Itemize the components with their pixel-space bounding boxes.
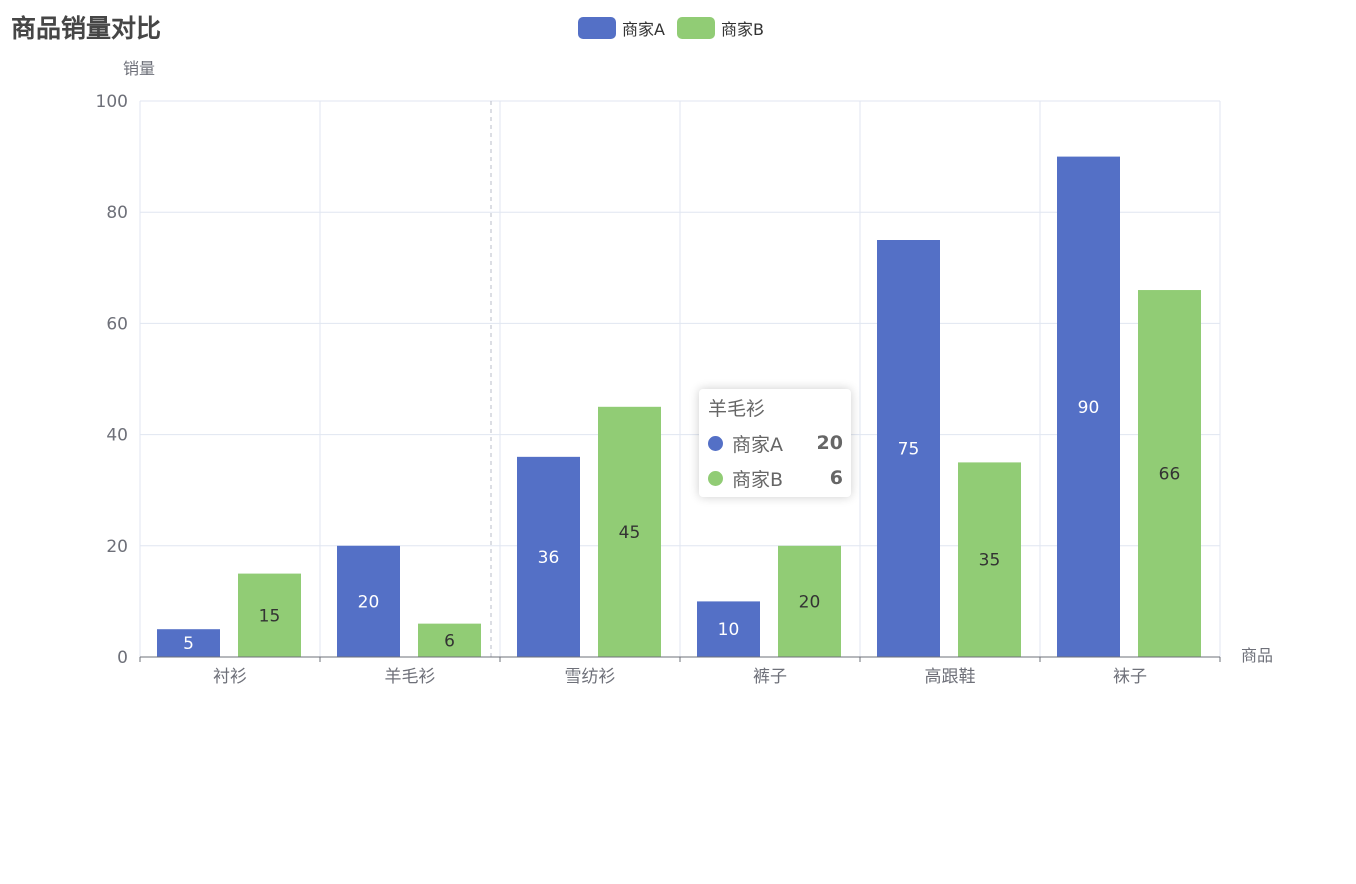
legend-swatch-series-a [578, 17, 616, 39]
bar-series-b [418, 623, 481, 657]
bar-value-label: 66 [1159, 465, 1181, 485]
bar-value-label: 75 [898, 440, 920, 460]
legend-item-series-b[interactable]: 商家B [676, 16, 764, 40]
tooltip-dot-series-a [708, 435, 723, 451]
legend-item-series-a[interactable]: 商家A [578, 16, 665, 40]
bar-series-b [958, 462, 1021, 657]
bar-value-label: 10 [718, 620, 740, 640]
grid-lines [139, 100, 1221, 657]
bar-value-label: 20 [358, 592, 380, 612]
bar-series-b [238, 573, 301, 657]
tooltip-row-series-a: 商家A 20 [708, 431, 843, 456]
legend: 商家A 商家B [578, 16, 776, 40]
bar-series-a [1057, 156, 1120, 657]
tooltip-series-value: 20 [816, 432, 843, 454]
bar-value-label: 35 [979, 551, 1001, 571]
y-tick-label: 20 [106, 537, 128, 557]
tooltip-series-name: 商家B [732, 468, 784, 491]
x-axis-title: 商品 [1241, 646, 1273, 665]
bar-series-b [1138, 290, 1201, 657]
tooltip-row-series-b: 商家B 6 [708, 466, 843, 491]
data-labels: 5 20 36 10 75 90 15 6 45 20 35 66 [183, 398, 1180, 654]
bar-series-a [157, 629, 220, 657]
legend-label-series-a: 商家A [622, 20, 665, 39]
x-tick-label: 高跟鞋 [925, 667, 976, 687]
y-axis-title: 销量 [123, 59, 155, 78]
x-tick-label: 裤子 [753, 667, 787, 687]
tooltip-series-value: 6 [829, 467, 843, 489]
x-tick-label: 羊毛衫 [385, 667, 436, 687]
bar-series-a [697, 601, 760, 657]
bar-value-label: 36 [538, 548, 560, 568]
chart-title: 商品销量对比 [11, 14, 162, 43]
y-tick-label: 40 [106, 426, 128, 446]
x-tick-label: 雪纺衫 [565, 667, 616, 687]
legend-swatch-series-b [676, 17, 715, 39]
bar-value-label: 90 [1078, 398, 1100, 418]
bar-series-a [877, 240, 940, 657]
legend-label-series-b: 商家B [720, 20, 764, 39]
bar-value-label: 6 [444, 631, 455, 651]
x-tick-label: 衬衫 [213, 667, 247, 687]
y-tick-label: 60 [106, 314, 128, 334]
tooltip-series-name: 商家A [732, 433, 783, 456]
bar-value-label: 15 [259, 606, 281, 626]
bar-value-label: 45 [619, 523, 641, 543]
tooltip: 羊毛衫 商家A 20 商家B 6 [699, 389, 851, 497]
bar-series-a [517, 456, 580, 657]
tooltip-title: 羊毛衫 [708, 398, 766, 420]
bar-value-label: 5 [183, 634, 194, 654]
bar-value-label: 20 [799, 592, 821, 612]
bar-series-b [778, 545, 841, 657]
y-tick-label: 100 [96, 92, 128, 112]
y-tick-label: 0 [117, 648, 128, 668]
bar-series-a [337, 545, 400, 657]
y-tick-label: 80 [106, 203, 128, 223]
bar-series-b [598, 406, 661, 657]
bars [157, 156, 1201, 657]
x-tick-label: 袜子 [1113, 667, 1147, 687]
tooltip-dot-series-b [708, 470, 723, 486]
